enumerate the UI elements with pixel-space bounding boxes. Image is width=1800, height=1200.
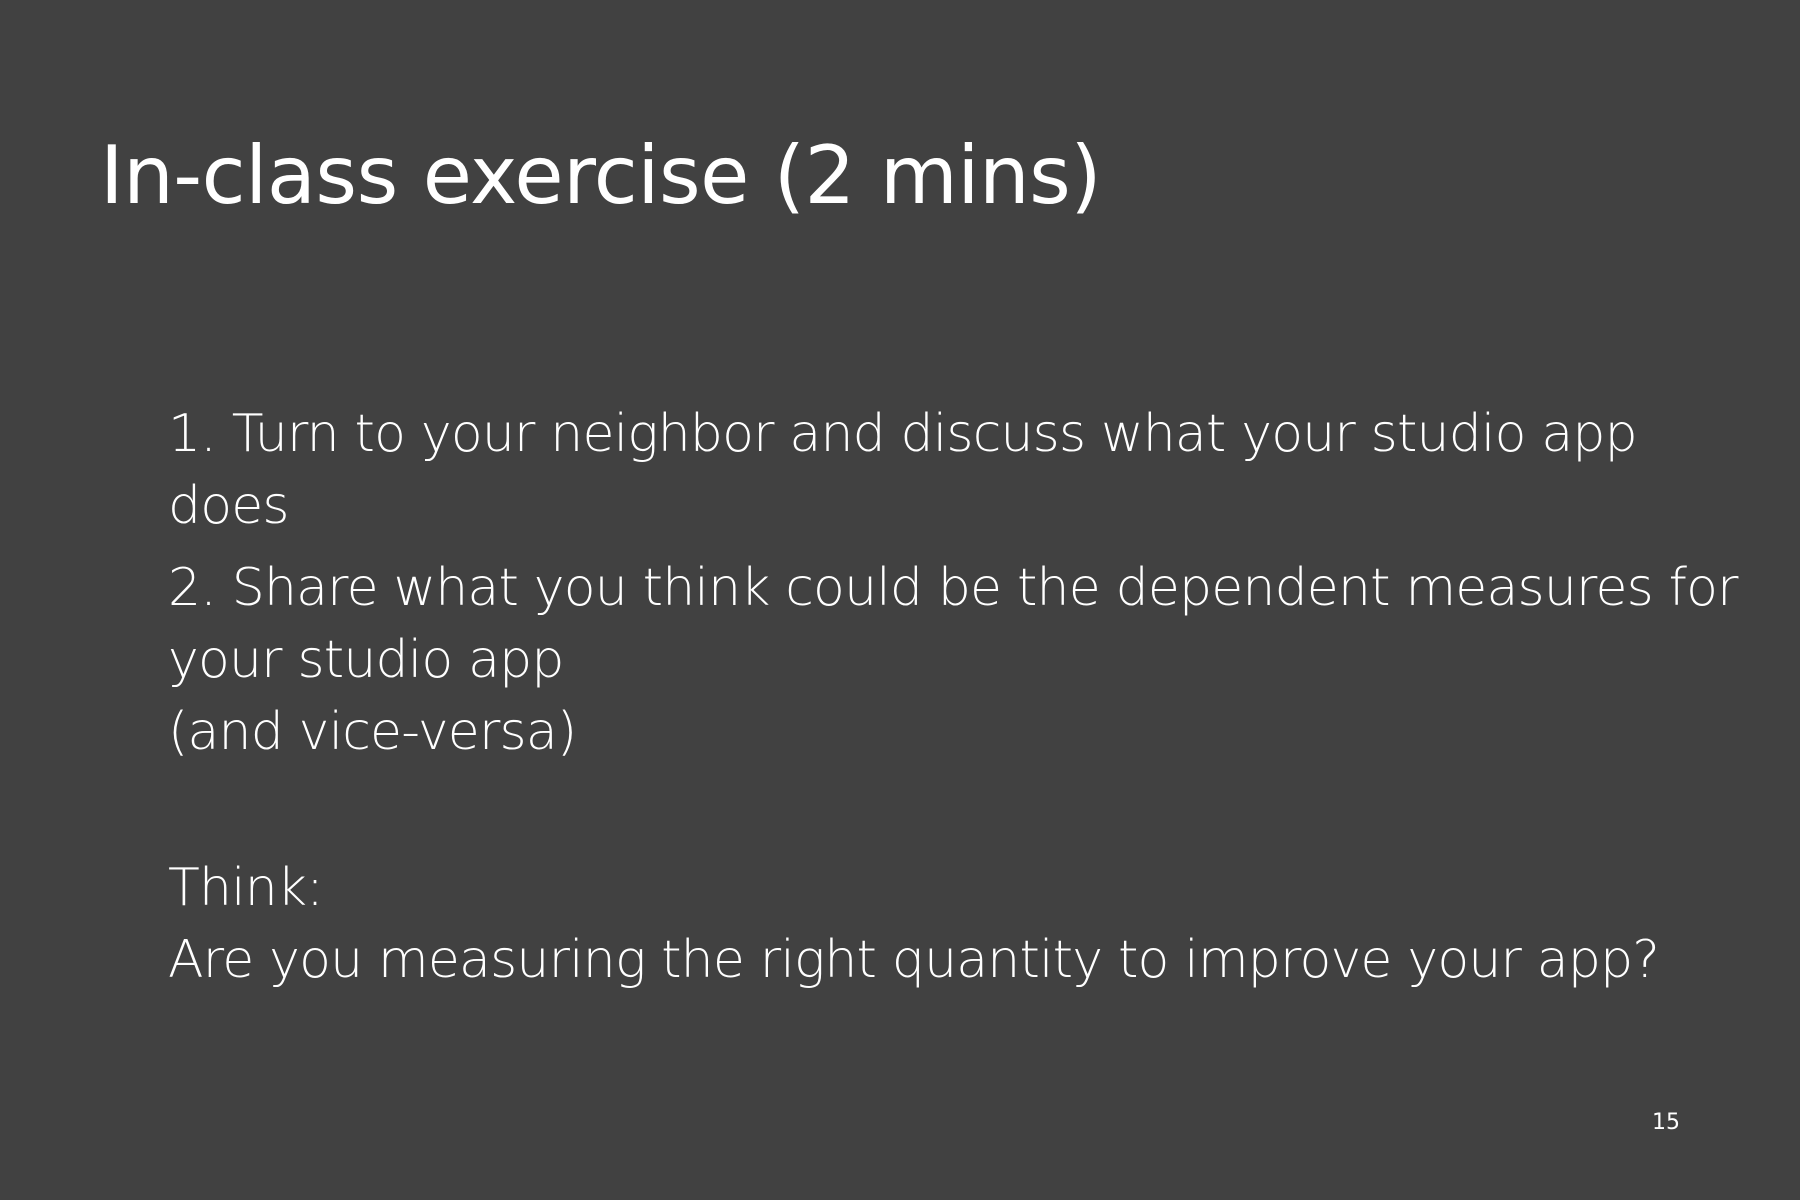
slide-title: In-class exercise (2 mins) — [100, 129, 1102, 222]
item-1-line-2: does — [168, 476, 290, 536]
item-2-line-3: (and vice-versa) — [168, 702, 577, 762]
item-2-line-2: your studio app — [168, 630, 564, 690]
item-2-line-1: 2. Share what you think could be the dep… — [168, 558, 1739, 618]
slide-body: 1. Turn to your neighbor and discuss wha… — [168, 398, 1768, 996]
spacer — [168, 768, 1768, 852]
think-question: Are you measuring the right quantity to … — [168, 930, 1660, 990]
slide-number: 15 — [1652, 1110, 1680, 1135]
item-1-line-1: 1. Turn to your neighbor and discuss wha… — [168, 404, 1638, 464]
think-label: Think: — [168, 858, 324, 918]
